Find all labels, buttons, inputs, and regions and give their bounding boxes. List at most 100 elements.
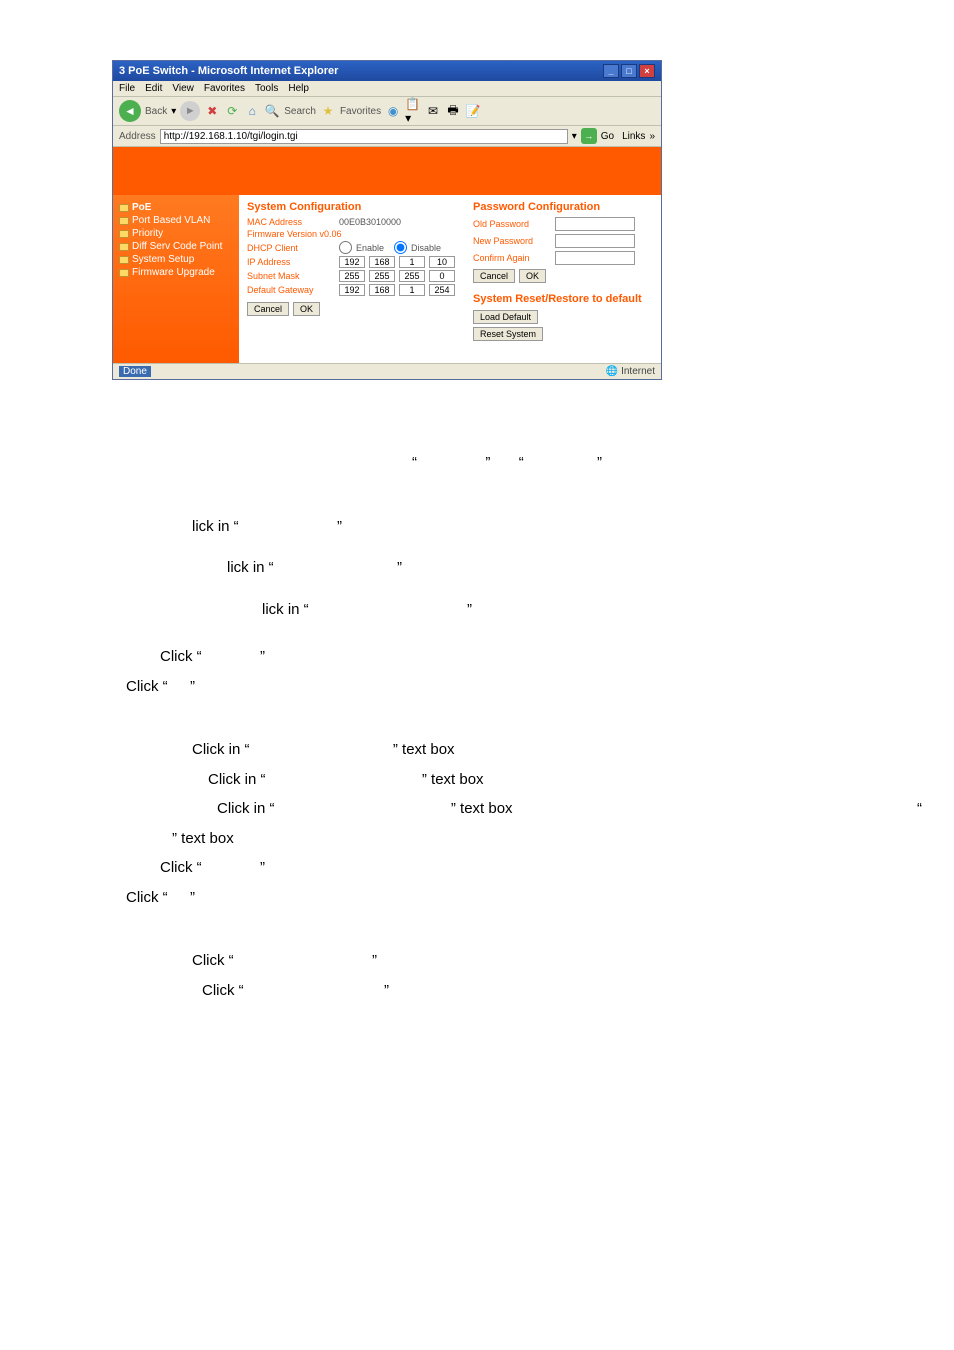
system-config-title: System Configuration xyxy=(247,201,455,213)
maximize-button[interactable]: □ xyxy=(621,64,637,78)
text-fragment: lick in “ xyxy=(262,601,309,618)
gw-octet-1[interactable] xyxy=(339,284,365,296)
search-icon[interactable]: 🔍 xyxy=(264,103,280,119)
banner xyxy=(113,147,661,195)
sidebar-item-vlan[interactable]: Port Based VLAN xyxy=(117,214,235,227)
back-label: Back xyxy=(145,106,167,117)
gw-octet-4[interactable] xyxy=(429,284,455,296)
go-button[interactable]: → xyxy=(581,128,597,144)
text-fragment: ” xyxy=(397,559,402,576)
favorites-label: Favorites xyxy=(340,106,381,117)
confirm-password-input[interactable] xyxy=(555,251,635,265)
ip-octet-1[interactable] xyxy=(339,256,365,268)
menubar: File Edit View Favorites Tools Help xyxy=(113,81,661,97)
text-fragment: Click in “ xyxy=(208,771,266,788)
text-fragment: Click “ xyxy=(192,952,234,969)
history-icon[interactable]: 📋▾ xyxy=(405,103,421,119)
subnet-octet-1[interactable] xyxy=(339,270,365,282)
internet-icon: 🌐 xyxy=(606,366,618,377)
system-config-panel: System Configuration MAC Address 00E0B30… xyxy=(247,201,455,357)
close-button[interactable]: × xyxy=(639,64,655,78)
media-icon[interactable]: ◉ xyxy=(385,103,401,119)
address-label: Address xyxy=(119,131,156,142)
sidebar-item-firmware[interactable]: Firmware Upgrade xyxy=(117,266,235,279)
print-icon[interactable]: 🖶 xyxy=(445,103,461,119)
minimize-button[interactable]: _ xyxy=(603,64,619,78)
window-title: 3 PoE Switch - Microsoft Internet Explor… xyxy=(119,65,338,77)
subnet-label: Subnet Mask xyxy=(247,271,335,281)
text-fragment: ” xyxy=(372,952,377,969)
password-config-panel: Password Configuration Old Password New … xyxy=(473,201,653,357)
status-left: Done xyxy=(119,366,151,377)
text-fragment: Click “ xyxy=(202,982,244,999)
reset-system-button[interactable]: Reset System xyxy=(473,327,543,341)
browser-window: 3 PoE Switch - Microsoft Internet Explor… xyxy=(112,60,662,380)
folder-icon xyxy=(119,243,129,251)
mac-value: 00E0B3010000 xyxy=(339,217,401,227)
home-icon[interactable]: ⌂ xyxy=(244,103,260,119)
sidebar-item-system-setup[interactable]: System Setup xyxy=(117,253,235,266)
text-fragment: Click “ xyxy=(160,859,202,876)
menu-file[interactable]: File xyxy=(119,83,135,94)
go-label: Go xyxy=(601,131,614,142)
subnet-octet-2[interactable] xyxy=(369,270,395,282)
sidebar-item-label: Port Based VLAN xyxy=(132,215,210,226)
text-fragment: Click “ xyxy=(126,889,168,906)
confirm-password-label: Confirm Again xyxy=(473,253,551,263)
forward-button[interactable]: ► xyxy=(180,101,200,121)
stop-icon[interactable]: ✖ xyxy=(204,103,220,119)
dhcp-disable-radio[interactable] xyxy=(394,241,407,254)
syscfg-ok-button[interactable]: OK xyxy=(293,302,320,316)
favorites-icon[interactable]: ★ xyxy=(320,103,336,119)
search-label: Search xyxy=(284,106,316,117)
fw-label: Firmware Version v0.06 xyxy=(247,229,342,239)
gw-octet-2[interactable] xyxy=(369,284,395,296)
address-input[interactable] xyxy=(160,129,568,144)
quote-mark: “ xyxy=(412,454,417,471)
window-controls: _ □ × xyxy=(603,64,655,78)
sidebar-item-diffserv[interactable]: Diff Serv Code Point xyxy=(117,240,235,253)
links-chevron-icon[interactable]: » xyxy=(649,131,655,142)
load-default-button[interactable]: Load Default xyxy=(473,310,538,324)
ip-octet-2[interactable] xyxy=(369,256,395,268)
subnet-octet-3[interactable] xyxy=(399,270,425,282)
back-dropdown-icon[interactable]: ▾ xyxy=(171,106,176,117)
refresh-icon[interactable]: ⟳ xyxy=(224,103,240,119)
dhcp-enable-radio[interactable] xyxy=(339,241,352,254)
dhcp-label: DHCP Client xyxy=(247,243,335,253)
text-fragment: ” text box xyxy=(172,830,234,847)
address-bar: Address ▾ → Go Links » xyxy=(113,126,661,147)
gw-octet-3[interactable] xyxy=(399,284,425,296)
ip-octet-4[interactable] xyxy=(429,256,455,268)
address-dropdown-icon[interactable]: ▾ xyxy=(572,131,577,142)
pwd-cancel-button[interactable]: Cancel xyxy=(473,269,515,283)
toolbar: ◄ Back ▾ ► ✖ ⟳ ⌂ 🔍 Search ★ Favorites ◉ … xyxy=(113,97,661,126)
text-fragment: ” text box xyxy=(393,741,455,758)
sidebar-item-poe[interactable]: PoE xyxy=(117,201,235,214)
subnet-octet-4[interactable] xyxy=(429,270,455,282)
pwd-ok-button[interactable]: OK xyxy=(519,269,546,283)
quote-mark: “ xyxy=(917,796,922,822)
text-fragment: ” xyxy=(260,859,265,876)
menu-favorites[interactable]: Favorites xyxy=(204,83,245,94)
text-fragment: ” xyxy=(190,889,195,906)
menu-tools[interactable]: Tools xyxy=(255,83,278,94)
main-pane: System Configuration MAC Address 00E0B30… xyxy=(239,195,661,363)
ip-octet-3[interactable] xyxy=(399,256,425,268)
menu-help[interactable]: Help xyxy=(288,83,309,94)
mail-icon[interactable]: ✉ xyxy=(425,103,441,119)
gw-label: Default Gateway xyxy=(247,285,335,295)
menu-edit[interactable]: Edit xyxy=(145,83,162,94)
sidebar-item-label: System Setup xyxy=(132,254,194,265)
statusbar: Done 🌐 Internet xyxy=(113,363,661,379)
edit-icon[interactable]: 📝 xyxy=(465,103,481,119)
syscfg-cancel-button[interactable]: Cancel xyxy=(247,302,289,316)
back-button[interactable]: ◄ xyxy=(119,100,141,122)
quote-mark: ” xyxy=(485,454,490,471)
new-password-input[interactable] xyxy=(555,234,635,248)
menu-view[interactable]: View xyxy=(172,83,194,94)
reset-title: System Reset/Restore to default xyxy=(473,293,653,306)
sidebar-item-priority[interactable]: Priority xyxy=(117,227,235,240)
old-password-input[interactable] xyxy=(555,217,635,231)
folder-icon xyxy=(119,269,129,277)
